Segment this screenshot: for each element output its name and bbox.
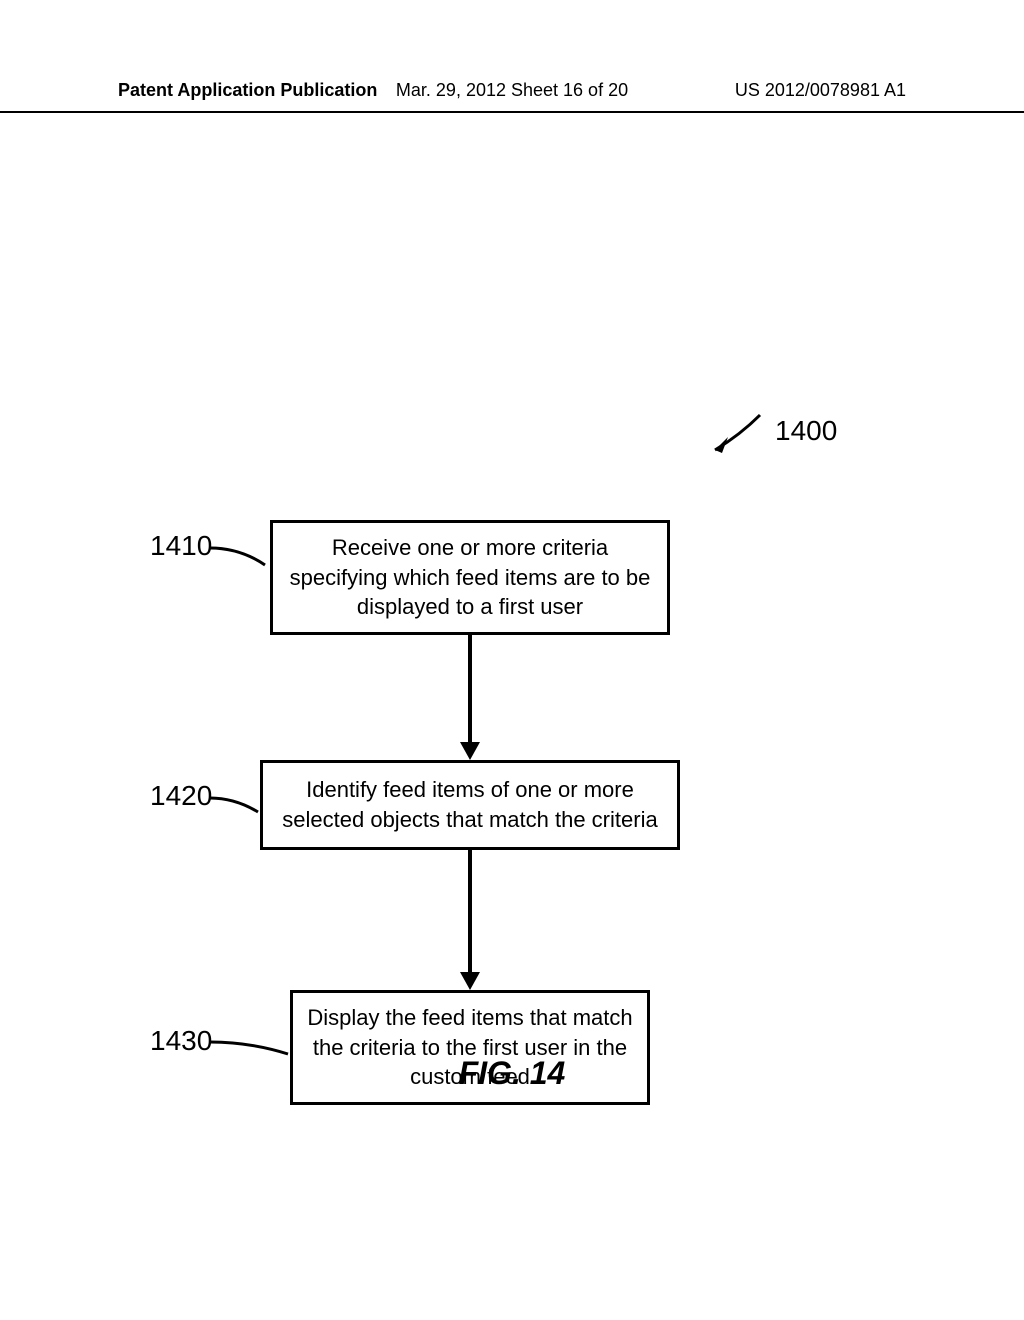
box-1420-text: Identify feed items of one or more selec… [277,775,663,834]
ref-label-1420: 1420 [150,780,212,812]
header-publication: Patent Application Publication [118,80,377,101]
flowchart-box-1410: Receive one or more criteria specifying … [270,520,670,635]
header-text-row: Patent Application Publication Mar. 29, … [0,80,1024,101]
connector-1410-icon [210,540,272,580]
arrow-head-1-icon [460,742,480,760]
ref-label-1430: 1430 [150,1025,212,1057]
flowchart-box-1420: Identify feed items of one or more selec… [260,760,680,850]
ref-label-1400: 1400 [775,415,837,447]
arrow-head-2-icon [460,972,480,990]
arrow-line-2 [468,850,472,972]
box-1410-text: Receive one or more criteria specifying … [287,533,653,622]
arrow-line-1 [468,635,472,743]
connector-1420-icon [210,790,262,830]
header-date-sheet: Mar. 29, 2012 Sheet 16 of 20 [396,80,628,101]
ref-label-1410: 1410 [150,530,212,562]
header-doc-number: US 2012/0078981 A1 [735,80,906,101]
figure-label: FIG. 14 [0,1055,1024,1092]
page-header: Patent Application Publication Mar. 29, … [0,80,1024,113]
ref-1400-arrow-icon [700,405,770,455]
flowchart-diagram: 1400 1410 Receive one or more criteria s… [0,180,1024,1080]
